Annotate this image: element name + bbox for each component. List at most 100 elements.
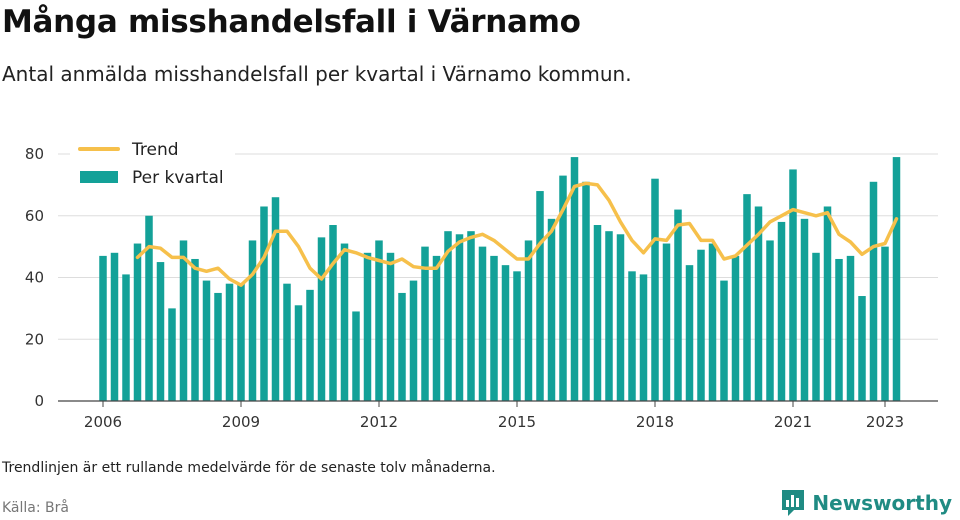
y-tick-label: 20 xyxy=(25,330,44,348)
bar xyxy=(524,240,533,401)
bar xyxy=(283,283,291,401)
chart-subtitle: Antal anmälda misshandelsfall per kvarta… xyxy=(2,62,632,86)
x-tick-label: 2009 xyxy=(222,413,260,431)
bar xyxy=(582,181,590,401)
footnote: Trendlinjen är ett rullande medelvärde f… xyxy=(2,460,496,476)
bar xyxy=(812,252,820,401)
bar xyxy=(306,289,314,401)
bar xyxy=(766,240,774,401)
legend-box xyxy=(70,135,235,195)
bar xyxy=(248,240,257,401)
trend-line xyxy=(135,181,899,287)
bar xyxy=(467,231,475,401)
x-tick-label: 2021 xyxy=(774,413,812,431)
bar xyxy=(363,252,372,401)
x-tick-label: 2012 xyxy=(360,413,398,431)
bar xyxy=(823,206,832,401)
bar xyxy=(294,305,303,401)
bar xyxy=(720,280,728,401)
bar xyxy=(536,191,544,401)
bar xyxy=(858,296,866,401)
bar xyxy=(179,240,188,401)
legend-label-trend: Trend xyxy=(131,140,179,160)
bar xyxy=(743,194,751,401)
source-credit: Källa: Brå xyxy=(2,500,69,516)
bar xyxy=(202,280,211,401)
bar xyxy=(846,255,855,401)
y-tick-label: 60 xyxy=(25,207,44,225)
bar xyxy=(616,234,625,401)
bar xyxy=(639,274,648,401)
bar xyxy=(398,292,406,401)
newsworthy-chart-icon xyxy=(782,490,805,516)
bar xyxy=(145,215,153,401)
bar xyxy=(559,175,567,401)
bar xyxy=(386,252,395,401)
bar xyxy=(789,169,797,401)
legend-label-per-kvartal: Per kvartal xyxy=(132,168,224,188)
bar xyxy=(455,234,464,401)
bar xyxy=(685,265,694,401)
bar xyxy=(869,181,878,401)
x-tick-label: 2023 xyxy=(866,413,904,431)
logo-text: Newsworthy xyxy=(812,491,952,515)
x-axis: 2006 2009 2012 2015 2018 2021 2023 xyxy=(58,400,938,431)
legend: Trend Per kvartal xyxy=(70,135,235,195)
trend-series xyxy=(135,181,899,287)
bar xyxy=(329,225,337,401)
legend-swatch-per-kvartal xyxy=(80,171,118,183)
bar xyxy=(892,157,901,401)
bar xyxy=(271,197,280,401)
bar xyxy=(777,221,786,401)
bar-series-per-kvartal xyxy=(99,157,901,401)
bar xyxy=(881,246,889,401)
bar xyxy=(99,255,107,401)
x-tick-label: 2018 xyxy=(636,413,674,431)
bar xyxy=(800,218,809,401)
bar xyxy=(375,240,383,401)
newsworthy-logo: Newsworthy xyxy=(780,488,952,518)
bar xyxy=(225,283,234,401)
y-tick-label: 80 xyxy=(25,145,44,163)
bar xyxy=(605,231,613,401)
bar xyxy=(593,225,602,401)
bar xyxy=(490,255,498,401)
bar xyxy=(340,243,349,401)
bar xyxy=(191,258,199,401)
bar xyxy=(835,258,843,401)
y-tick-label: 40 xyxy=(25,269,44,287)
bar xyxy=(409,280,418,401)
bar xyxy=(651,178,659,401)
bar xyxy=(708,243,717,401)
x-tick-label: 2015 xyxy=(498,413,536,431)
bar xyxy=(133,243,142,401)
bar xyxy=(444,231,452,401)
bar xyxy=(501,265,510,401)
bar xyxy=(317,237,326,401)
y-axis: 0 20 40 60 80 xyxy=(25,145,44,410)
bar xyxy=(547,218,556,401)
bar xyxy=(260,206,268,401)
chart-title: Många misshandelsfall i Värnamo xyxy=(2,4,581,40)
bar xyxy=(156,262,165,401)
bar xyxy=(754,206,763,401)
bar xyxy=(421,246,429,401)
bar xyxy=(570,157,579,401)
bar xyxy=(214,292,222,401)
bar xyxy=(110,252,119,401)
bar xyxy=(697,249,705,401)
bar xyxy=(662,243,671,401)
x-tick-label: 2006 xyxy=(84,413,122,431)
y-tick-label: 0 xyxy=(34,392,44,410)
bar xyxy=(432,255,441,401)
bar xyxy=(628,271,636,401)
chart-plot: 0 20 40 60 80 2006 2009 2012 2015 2018 2021 2023 T… xyxy=(25,135,938,431)
bar xyxy=(122,274,130,401)
bar xyxy=(513,271,521,401)
bar xyxy=(237,283,245,401)
bar xyxy=(731,255,740,401)
bar xyxy=(478,246,487,401)
bar xyxy=(352,311,360,401)
bar xyxy=(168,308,176,401)
bar xyxy=(674,209,682,401)
